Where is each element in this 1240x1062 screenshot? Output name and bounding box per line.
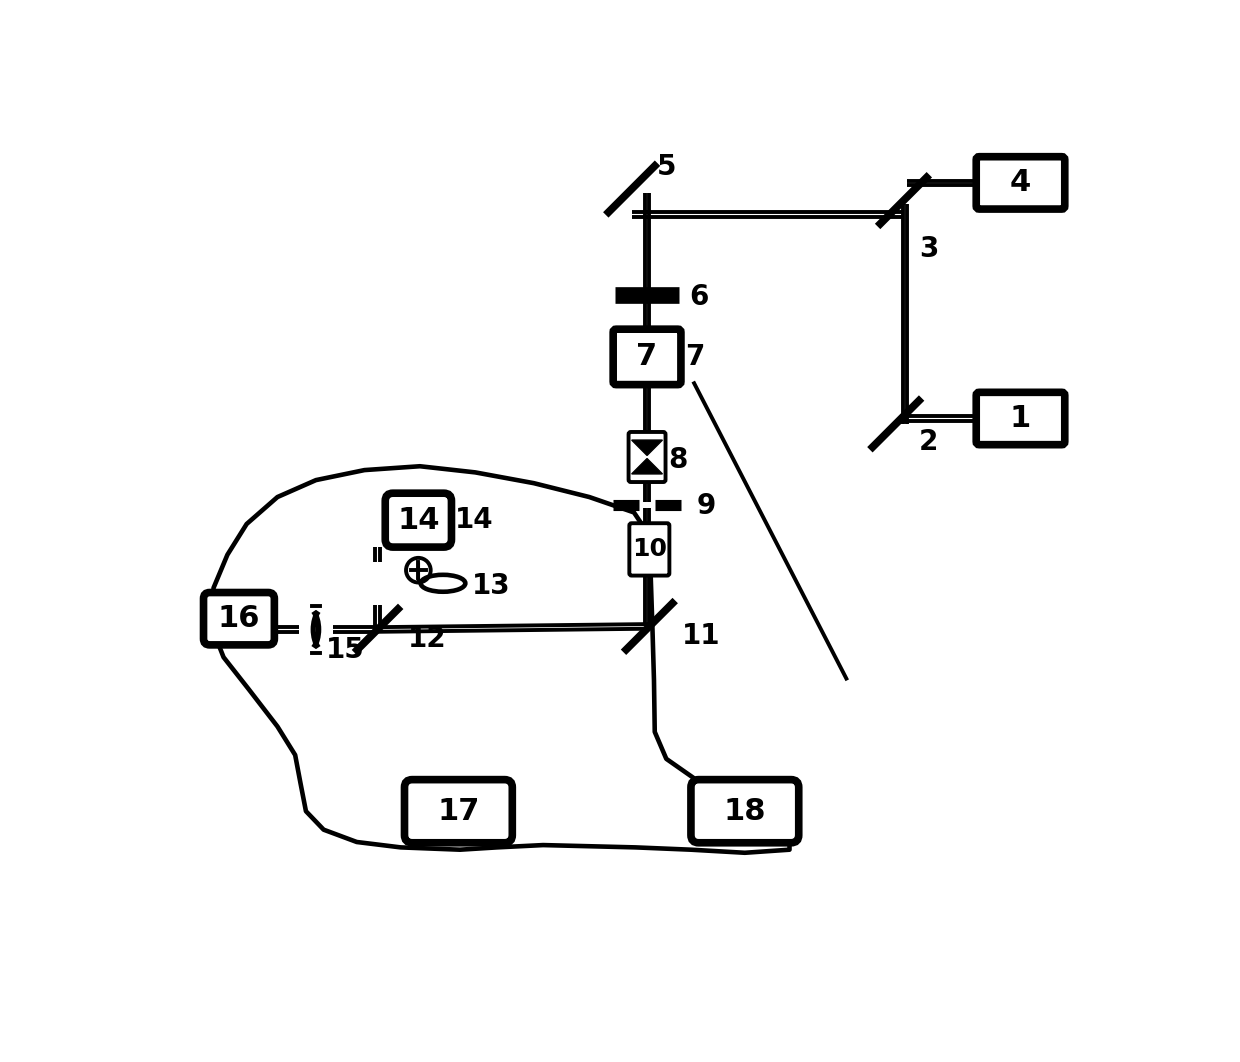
Text: 18: 18 — [724, 796, 766, 825]
Text: 14: 14 — [455, 507, 494, 534]
Text: 5: 5 — [657, 154, 677, 182]
Text: 17: 17 — [438, 796, 480, 825]
FancyBboxPatch shape — [691, 780, 799, 843]
Text: 6: 6 — [689, 282, 709, 311]
Text: 9: 9 — [697, 493, 717, 520]
FancyBboxPatch shape — [976, 392, 1065, 445]
Text: 15: 15 — [326, 635, 365, 664]
Text: 10: 10 — [632, 537, 667, 562]
Text: 8: 8 — [668, 446, 687, 474]
Text: 13: 13 — [472, 571, 511, 600]
FancyBboxPatch shape — [629, 432, 666, 482]
Text: 16: 16 — [218, 604, 260, 633]
Polygon shape — [631, 440, 662, 456]
Text: 7: 7 — [684, 343, 704, 371]
Text: 11: 11 — [682, 621, 720, 650]
FancyBboxPatch shape — [386, 493, 451, 547]
FancyBboxPatch shape — [630, 524, 670, 576]
Text: 3: 3 — [919, 235, 939, 263]
Text: 2: 2 — [919, 428, 939, 456]
FancyBboxPatch shape — [203, 593, 274, 645]
Text: 14: 14 — [397, 506, 440, 534]
FancyBboxPatch shape — [404, 780, 512, 843]
Text: 4: 4 — [1009, 169, 1032, 198]
Polygon shape — [631, 459, 662, 474]
FancyBboxPatch shape — [613, 329, 681, 384]
Text: 7: 7 — [636, 342, 657, 372]
Text: 12: 12 — [408, 626, 446, 653]
FancyBboxPatch shape — [976, 157, 1065, 209]
Ellipse shape — [420, 575, 465, 592]
Text: 1: 1 — [1009, 404, 1032, 433]
